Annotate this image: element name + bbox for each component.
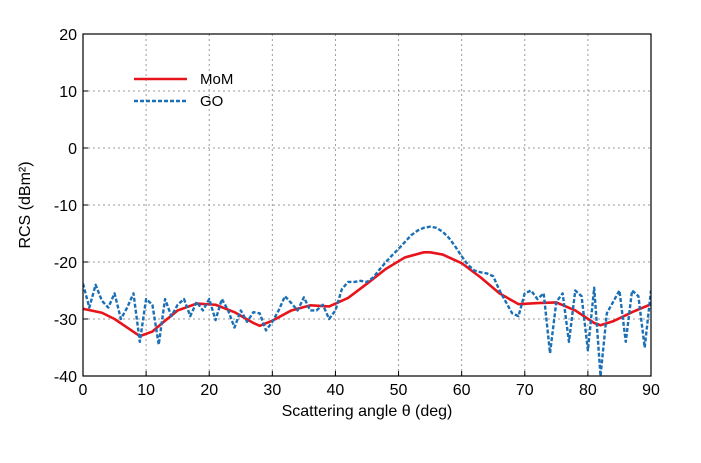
x-tick-label: 0	[79, 382, 88, 399]
y-tick-label: -10	[54, 198, 77, 215]
y-tick-label: -30	[54, 312, 77, 329]
x-tick-label: 40	[327, 382, 345, 399]
x-tick-label: 30	[263, 382, 281, 399]
x-axis-label: Scattering angle θ (deg)	[282, 403, 453, 420]
x-tick-label: 60	[453, 382, 471, 399]
tick-labels: 0 10 20 30 40 50 60 70 80 90 20 10 0 -10 -20 -30 -40	[54, 27, 660, 399]
grid	[83, 34, 651, 376]
x-tick-label: 90	[642, 382, 660, 399]
y-tick-label: 20	[59, 27, 77, 44]
x-tick-label: 10	[137, 382, 155, 399]
x-tick-label: 70	[516, 382, 534, 399]
legend-label-go: GO	[200, 93, 223, 110]
legend: MoM GO	[134, 71, 233, 110]
y-tick-label: -40	[54, 369, 77, 386]
y-tick-label: 10	[59, 84, 77, 101]
x-tick-label: 20	[200, 382, 218, 399]
y-axis-label: RCS (dBm²)	[17, 161, 34, 248]
plot-series	[83, 225, 651, 376]
legend-label-mom: MoM	[200, 71, 233, 88]
x-tick-label: 80	[579, 382, 597, 399]
y-tick-label: -20	[54, 255, 77, 272]
x-tick-label: 50	[390, 382, 408, 399]
series-line-go	[83, 225, 651, 376]
y-tick-label: 0	[68, 141, 77, 158]
